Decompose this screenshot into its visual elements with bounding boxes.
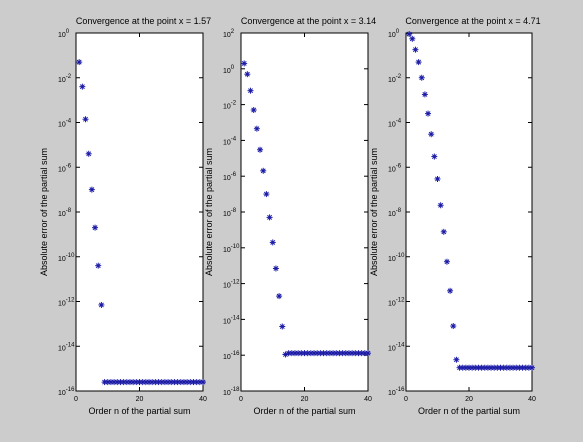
y-axis-label: Absolute error of the partial sum	[204, 148, 214, 276]
data-point	[250, 106, 257, 113]
data-point	[412, 46, 419, 53]
y-tick-label: 10-8	[223, 208, 237, 218]
y-tick-label: 10-2	[223, 101, 237, 111]
data-point	[244, 71, 251, 78]
data-point	[447, 287, 454, 294]
data-point	[266, 214, 273, 221]
data-point	[276, 293, 283, 300]
y-tick-label: 10-10	[58, 253, 75, 263]
x-axis-label: Order n of the partial sum	[253, 406, 355, 416]
x-tick-label: 0	[239, 396, 243, 403]
y-tick-label: 10-14	[388, 342, 405, 352]
data-point	[365, 350, 371, 357]
y-tick-label: 10-14	[58, 342, 75, 352]
data-point	[76, 59, 83, 66]
y-tick-label: 102	[223, 29, 235, 39]
axes-1: 0 20 40 100 10-2 10-4 10-6 10-8 10-10 10-12 10-14 1…	[39, 16, 211, 416]
data-point	[450, 323, 457, 330]
y-tick-label: 10-16	[388, 387, 405, 397]
data-point	[421, 91, 428, 98]
data-point	[434, 175, 441, 182]
data-point	[88, 186, 95, 193]
chart-title: Convergence at the point x = 3.14	[241, 16, 376, 26]
axes-3: 0 20 40 100 10-2 10-4 10-6 10-8 10-10 10-12 10-14 1…	[369, 16, 541, 416]
data-point	[279, 323, 286, 330]
data-point	[79, 83, 86, 90]
data-point	[415, 59, 422, 66]
data-point	[529, 364, 535, 371]
data-point	[95, 262, 102, 269]
x-tick-label: 0	[74, 396, 78, 403]
y-tick-label: 10-12	[388, 298, 405, 308]
data-point	[98, 301, 105, 308]
plot-area	[240, 32, 369, 392]
data-point	[440, 228, 447, 235]
data-point	[269, 239, 276, 246]
data-point	[431, 153, 438, 160]
x-tick-label: 40	[199, 396, 207, 403]
data-point	[406, 31, 413, 38]
y-tick-label: 10-10	[223, 244, 240, 254]
data-point	[428, 131, 435, 138]
x-tick-label: 20	[136, 396, 144, 403]
x-tick-label: 0	[404, 396, 408, 403]
y-tick-label: 10-2	[388, 74, 402, 84]
y-tick-label: 10-6	[388, 163, 402, 173]
chart-title: Convergence at the point x = 1.57	[76, 16, 211, 26]
data-point	[260, 167, 267, 174]
plot-area	[405, 32, 533, 392]
y-tick-label: 10-8	[388, 208, 402, 218]
y-axis-label: Absolute error of the partial sum	[39, 148, 49, 276]
data-point	[437, 202, 444, 209]
y-tick-label: 10-8	[58, 208, 72, 218]
y-tick-label: 10-12	[58, 298, 75, 308]
y-tick-label: 10-16	[223, 351, 240, 361]
data-point	[443, 258, 450, 265]
data-point	[418, 74, 425, 81]
data-point	[453, 356, 460, 363]
x-tick-label: 20	[465, 396, 473, 403]
y-tick-label: 10-6	[58, 163, 72, 173]
x-tick-label: 40	[528, 396, 536, 403]
data-point	[263, 191, 270, 198]
y-tick-label: 10-12	[223, 280, 240, 290]
y-tick-label: 100	[58, 29, 70, 39]
y-tick-label: 100	[223, 65, 235, 75]
axes-2: 0 20 40 102 100 10-2 10-4 10-6 10-8 10-10 10-12 10-…	[204, 16, 376, 416]
y-tick-label: 10-4	[388, 119, 402, 129]
data-point	[241, 60, 248, 67]
y-tick-label: 10-4	[223, 136, 237, 146]
x-axis-label: Order n of the partial sum	[418, 406, 520, 416]
y-tick-label: 10-10	[388, 253, 405, 263]
data-point	[85, 150, 92, 157]
y-tick-label: 10-14	[223, 315, 240, 325]
y-axis-label: Absolute error of the partial sum	[369, 148, 379, 276]
y-tick-label: 10-16	[58, 387, 75, 397]
y-tick-label: 10-18	[223, 387, 240, 397]
x-tick-label: 40	[364, 396, 372, 403]
x-axis-label: Order n of the partial sum	[88, 406, 190, 416]
y-tick-label: 10-4	[58, 119, 72, 129]
data-point	[92, 224, 99, 231]
data-point	[409, 35, 416, 42]
data-point	[425, 110, 432, 117]
y-tick-label: 10-2	[58, 74, 72, 84]
plot-area	[75, 32, 204, 392]
x-tick-label: 20	[301, 396, 309, 403]
data-point	[272, 265, 279, 272]
data-point	[82, 116, 89, 123]
y-tick-label: 100	[388, 29, 400, 39]
data-point	[257, 146, 264, 153]
data-point	[200, 379, 206, 386]
y-tick-label: 10-6	[223, 172, 237, 182]
chart-title: Convergence at the point x = 4.71	[405, 16, 540, 26]
data-point	[253, 125, 260, 132]
data-point	[247, 87, 254, 94]
